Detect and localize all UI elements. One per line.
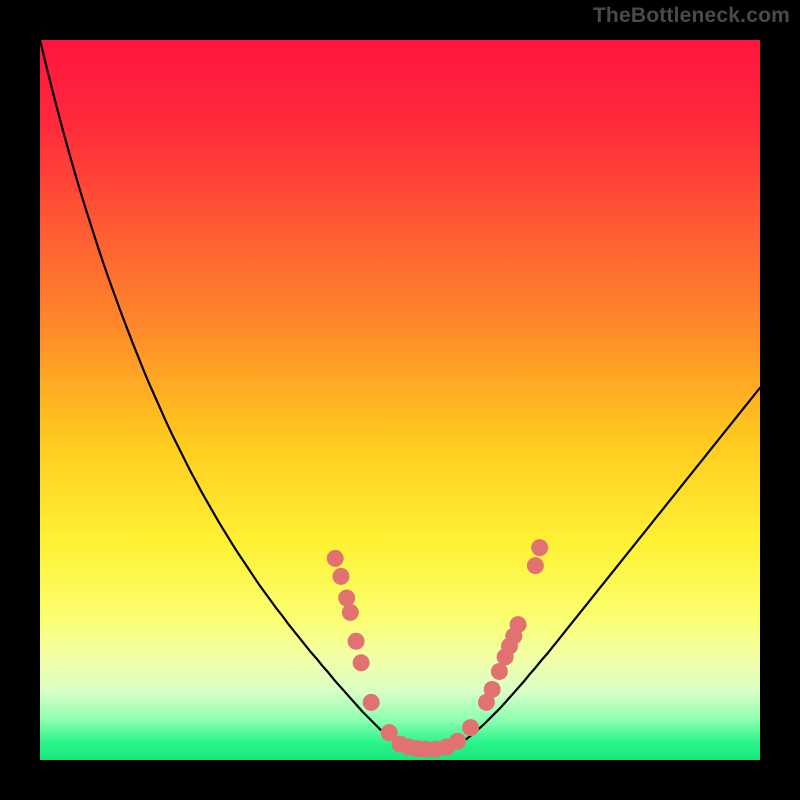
data-marker	[531, 539, 548, 556]
data-marker	[342, 604, 359, 621]
data-marker	[462, 719, 479, 736]
data-marker	[484, 681, 501, 698]
watermark-label: TheBottleneck.com	[593, 4, 790, 28]
data-marker	[449, 733, 466, 750]
data-marker	[510, 616, 527, 633]
data-marker	[327, 550, 344, 567]
chart-svg	[0, 0, 800, 800]
data-marker	[527, 557, 544, 574]
data-marker	[332, 568, 349, 585]
data-marker	[348, 633, 365, 650]
data-marker	[363, 694, 380, 711]
data-marker	[338, 590, 355, 607]
data-marker	[353, 654, 370, 671]
chart-stage: TheBottleneck.com	[0, 0, 800, 800]
gradient-background	[40, 40, 760, 760]
